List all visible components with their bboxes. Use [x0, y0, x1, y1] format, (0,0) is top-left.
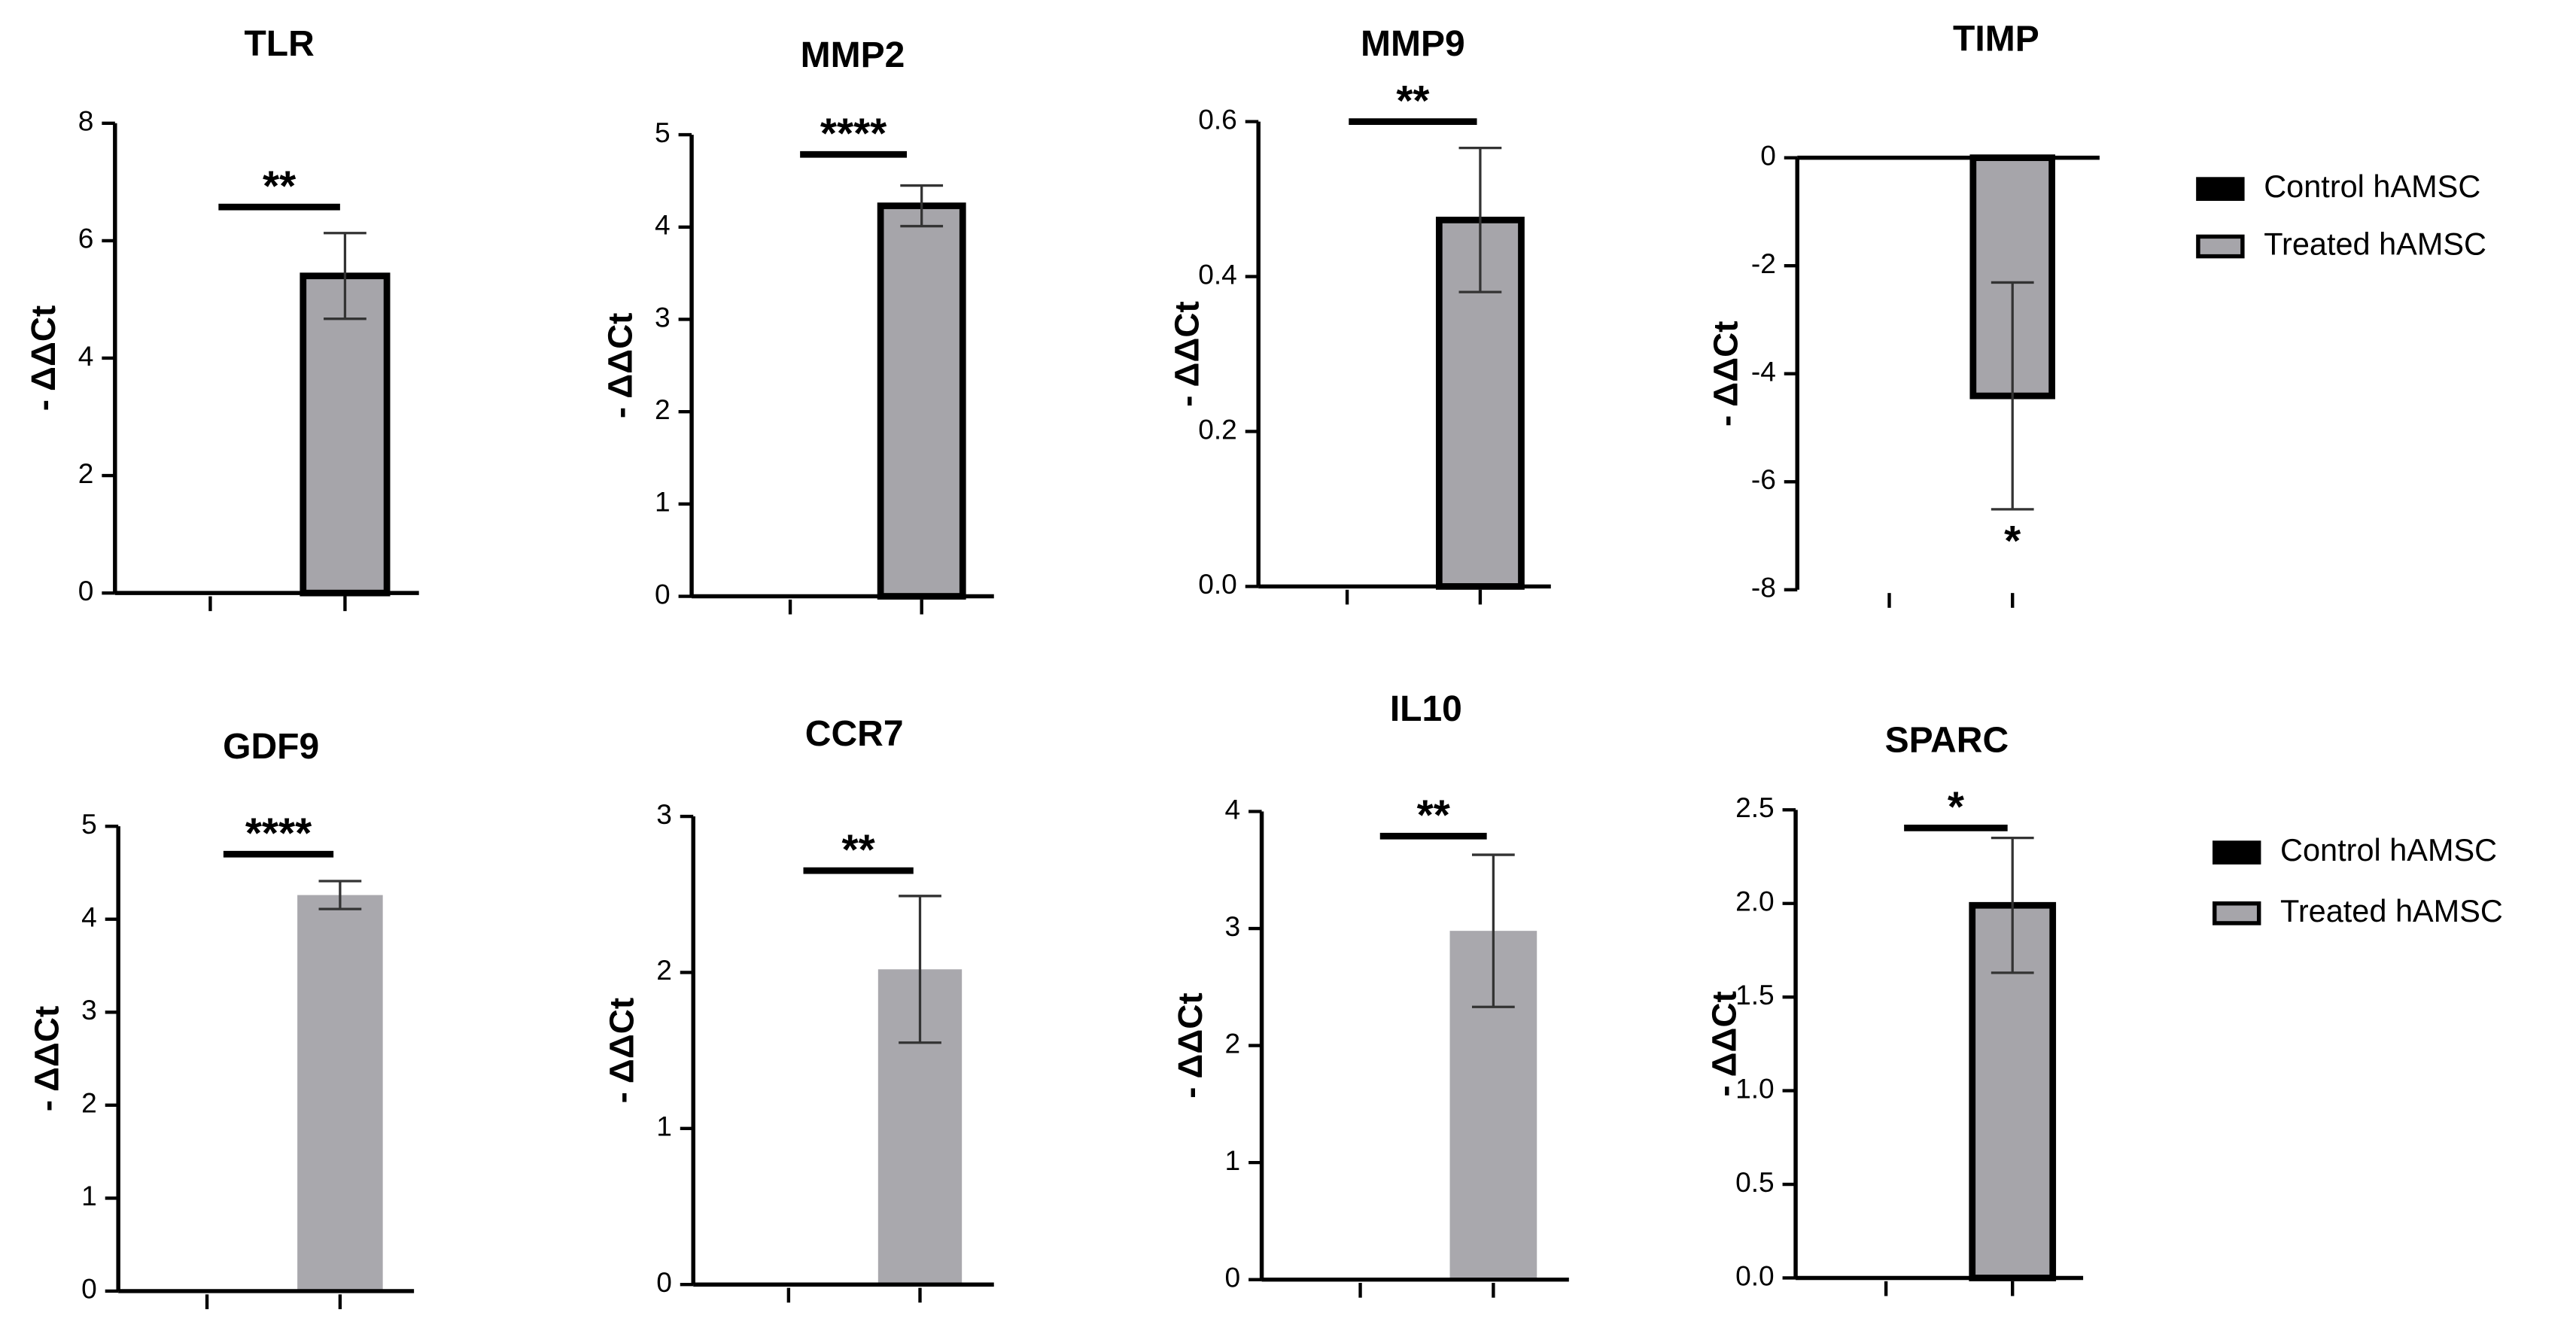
y-tick-label: 0: [78, 575, 94, 606]
y-tick-label: 0: [1760, 139, 1776, 171]
y-tick-label: 2: [78, 457, 94, 489]
y-axis-label: - ΔΔCt: [1705, 991, 1743, 1097]
legend-label: Control hAMSC: [2280, 832, 2497, 868]
chart-title: TIMP: [1953, 19, 2039, 59]
y-axis-label: - ΔΔCt: [603, 998, 641, 1104]
y-tick-label: 2: [655, 394, 671, 425]
chart-title: SPARC: [1885, 721, 2009, 761]
significance: **: [1396, 77, 1430, 125]
y-tick-label: 2: [81, 1087, 97, 1119]
y-tick-label: -4: [1751, 356, 1776, 387]
y-tick-label: 0.0: [1198, 568, 1237, 600]
y-axis-label: - ΔΔCt: [601, 313, 639, 419]
legend-swatch: [2213, 901, 2261, 925]
y-tick-label: 3: [1225, 910, 1241, 942]
y-tick-label: 4: [78, 340, 94, 372]
y-tick-label: 0.4: [1198, 258, 1237, 290]
y-tick-label: 4: [655, 209, 671, 241]
y-tick-label: 4: [1225, 793, 1241, 825]
legend-swatch: [2196, 177, 2245, 201]
y-axis-label: - ΔΔCt: [24, 305, 62, 412]
y-tick-label: 2: [656, 954, 672, 986]
significance: ****: [245, 810, 312, 858]
significance: **: [263, 163, 297, 210]
significance: *: [2004, 518, 2021, 565]
legend-swatch: [2196, 234, 2245, 259]
y-tick-label: 2.0: [1735, 886, 1775, 917]
y-tick-label: 1: [1225, 1144, 1241, 1176]
y-tick-label: -8: [1751, 572, 1776, 603]
y-axis-label: - ΔΔCt: [28, 1006, 66, 1112]
y-tick-label: 8: [78, 105, 94, 137]
y-axis-label: - ΔΔCt: [1707, 321, 1745, 427]
y-axis-label: - ΔΔCt: [1168, 301, 1206, 407]
y-tick-label: 2.5: [1735, 792, 1775, 823]
legend-label: Control hAMSC: [2264, 169, 2480, 204]
bar: [297, 895, 383, 1291]
significance: *: [1948, 784, 1965, 831]
chart-title: MMP9: [1361, 24, 1465, 64]
legend-label: Treated hAMSC: [2280, 893, 2503, 928]
y-tick-label: 5: [81, 808, 97, 840]
y-tick-label: 1.0: [1735, 1072, 1775, 1104]
legend-swatch: [2213, 840, 2261, 865]
y-tick-label: 0: [81, 1273, 97, 1305]
y-tick-label: 1: [656, 1111, 672, 1142]
y-tick-label: 0.5: [1735, 1166, 1775, 1198]
y-tick-label: 1: [655, 486, 671, 518]
y-tick-label: 4: [81, 901, 97, 933]
y-tick-label: 5: [655, 117, 671, 148]
legend-label: Treated hAMSC: [2264, 226, 2486, 261]
y-tick-label: -2: [1751, 248, 1776, 279]
significance: ****: [820, 111, 887, 158]
y-tick-label: 3: [655, 301, 671, 333]
y-tick-label: 0.6: [1198, 103, 1237, 135]
y-tick-label: 1.5: [1735, 979, 1775, 1010]
chart-title: CCR7: [805, 714, 904, 754]
y-tick-label: 1: [81, 1180, 97, 1211]
bar: [877, 202, 966, 600]
y-axis-label: - ΔΔCt: [1171, 992, 1209, 1099]
y-tick-label: -6: [1751, 463, 1776, 495]
chart-title: TLR: [244, 24, 314, 64]
chart-title: MMP2: [801, 35, 905, 75]
y-tick-label: 0.0: [1735, 1260, 1775, 1291]
chart-title: IL10: [1390, 689, 1462, 729]
significance: **: [1417, 792, 1451, 840]
y-tick-label: 0.2: [1198, 413, 1237, 445]
y-tick-label: 6: [78, 223, 94, 254]
chart-title: GDF9: [223, 727, 319, 767]
significance: **: [842, 826, 876, 874]
y-tick-label: 3: [656, 798, 672, 830]
y-tick-label: 0: [655, 578, 671, 609]
y-tick-label: 0: [656, 1266, 672, 1298]
y-tick-label: 3: [81, 994, 97, 1026]
y-tick-label: 0: [1225, 1261, 1241, 1293]
bar: [300, 272, 391, 597]
y-tick-label: 2: [1225, 1027, 1241, 1059]
